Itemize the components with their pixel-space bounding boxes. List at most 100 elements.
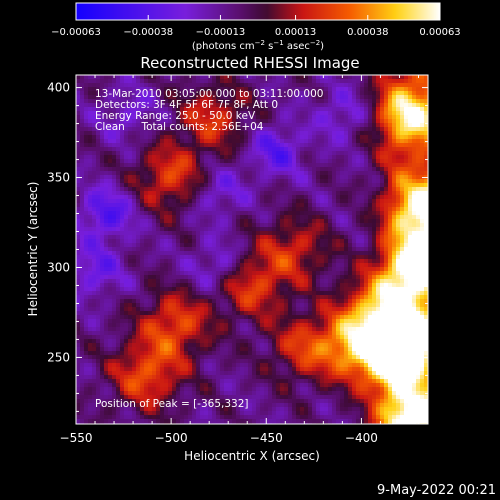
heatmap-cell bbox=[228, 123, 232, 127]
heatmap-cell bbox=[208, 215, 212, 219]
heatmap-cell bbox=[400, 79, 404, 83]
heatmap-cell bbox=[328, 279, 332, 283]
heatmap-cell bbox=[388, 115, 392, 119]
heatmap-cell bbox=[172, 151, 176, 155]
heatmap-cell bbox=[100, 143, 104, 147]
heatmap-cell bbox=[336, 143, 340, 147]
heatmap-cell bbox=[392, 91, 396, 95]
heatmap-cell bbox=[308, 91, 312, 95]
heatmap-cell bbox=[136, 263, 140, 267]
heatmap-cell bbox=[272, 227, 276, 231]
heatmap-cell bbox=[320, 295, 324, 299]
heatmap-cell bbox=[184, 183, 188, 187]
heatmap-cell bbox=[312, 267, 316, 271]
heatmap-cell bbox=[424, 103, 428, 107]
heatmap-cell bbox=[152, 127, 156, 131]
heatmap-cell bbox=[232, 127, 236, 131]
heatmap-cell bbox=[340, 179, 344, 183]
heatmap-cell bbox=[168, 179, 172, 183]
heatmap-cell bbox=[216, 215, 220, 219]
heatmap-cell bbox=[404, 243, 408, 247]
heatmap-cell bbox=[336, 79, 340, 83]
heatmap-cell bbox=[120, 287, 124, 291]
heatmap-cell bbox=[300, 215, 304, 219]
heatmap-cell bbox=[316, 171, 320, 175]
heatmap-cell bbox=[160, 259, 164, 263]
heatmap-cell bbox=[368, 143, 372, 147]
heatmap-cell bbox=[244, 227, 248, 231]
heatmap-cell bbox=[104, 223, 108, 227]
heatmap-cell bbox=[244, 255, 248, 259]
heatmap-cell bbox=[416, 211, 420, 215]
heatmap-cell bbox=[180, 239, 184, 243]
heatmap-cell bbox=[92, 231, 96, 235]
heatmap-cell bbox=[360, 203, 364, 207]
heatmap-cell bbox=[164, 195, 168, 199]
heatmap-cell bbox=[264, 259, 268, 263]
heatmap-cell bbox=[336, 215, 340, 219]
heatmap-cell bbox=[388, 247, 392, 251]
heatmap-cell bbox=[416, 159, 420, 163]
heatmap-cell bbox=[84, 147, 88, 151]
heatmap-cell bbox=[216, 183, 220, 187]
heatmap-cell bbox=[244, 175, 248, 179]
heatmap-cell bbox=[108, 75, 112, 79]
heatmap-cell bbox=[152, 251, 156, 255]
heatmap-cell bbox=[376, 275, 380, 279]
heatmap-cell bbox=[284, 99, 288, 103]
heatmap-cell bbox=[180, 243, 184, 247]
heatmap-cell bbox=[248, 183, 252, 187]
heatmap-cell bbox=[388, 279, 392, 283]
heatmap-cell bbox=[92, 199, 96, 203]
heatmap-cell bbox=[408, 259, 412, 263]
heatmap-cell bbox=[412, 231, 416, 235]
heatmap-cell bbox=[384, 95, 388, 99]
heatmap-cell bbox=[84, 263, 88, 267]
heatmap-cell bbox=[96, 267, 100, 271]
heatmap-cell bbox=[240, 135, 244, 139]
heatmap-cell bbox=[188, 135, 192, 139]
heatmap-cell bbox=[124, 211, 128, 215]
heatmap-cell bbox=[276, 295, 280, 299]
heatmap-cell bbox=[180, 199, 184, 203]
heatmap-cell bbox=[252, 255, 256, 259]
heatmap-cell bbox=[80, 227, 84, 231]
heatmap-cell bbox=[356, 207, 360, 211]
heatmap-cell bbox=[132, 135, 136, 139]
heatmap-cell bbox=[108, 199, 112, 203]
heatmap-cell bbox=[424, 179, 428, 183]
heatmap-cell bbox=[200, 135, 204, 139]
heatmap-cell bbox=[384, 295, 388, 299]
heatmap-cell bbox=[324, 183, 328, 187]
heatmap-cell bbox=[120, 147, 124, 151]
heatmap-cell bbox=[132, 147, 136, 151]
heatmap-cell bbox=[360, 231, 364, 235]
heatmap-cell bbox=[192, 271, 196, 275]
heatmap-cell bbox=[372, 79, 376, 83]
heatmap-cell bbox=[320, 199, 324, 203]
heatmap-cell bbox=[192, 251, 196, 255]
heatmap-cell bbox=[80, 255, 84, 259]
heatmap-cell bbox=[236, 95, 240, 99]
heatmap-cell bbox=[148, 115, 152, 119]
heatmap-cell bbox=[364, 95, 368, 99]
heatmap-cell bbox=[176, 151, 180, 155]
heatmap-cell bbox=[196, 155, 200, 159]
heatmap-cell bbox=[328, 159, 332, 163]
heatmap-cell bbox=[400, 195, 404, 199]
heatmap-cell bbox=[172, 187, 176, 191]
heatmap-cell bbox=[316, 147, 320, 151]
heatmap-cell bbox=[308, 171, 312, 175]
heatmap-cell bbox=[308, 111, 312, 115]
heatmap-cell bbox=[232, 263, 236, 267]
heatmap-cell bbox=[416, 275, 420, 279]
heatmap-cell bbox=[260, 243, 264, 247]
heatmap-cell bbox=[132, 207, 136, 211]
heatmap-cell bbox=[296, 91, 300, 95]
heatmap-cell bbox=[316, 167, 320, 171]
heatmap-cell bbox=[404, 175, 408, 179]
heatmap-cell bbox=[364, 259, 368, 263]
heatmap-cell bbox=[244, 95, 248, 99]
heatmap-cell bbox=[400, 111, 404, 115]
heatmap-cell bbox=[220, 299, 224, 303]
